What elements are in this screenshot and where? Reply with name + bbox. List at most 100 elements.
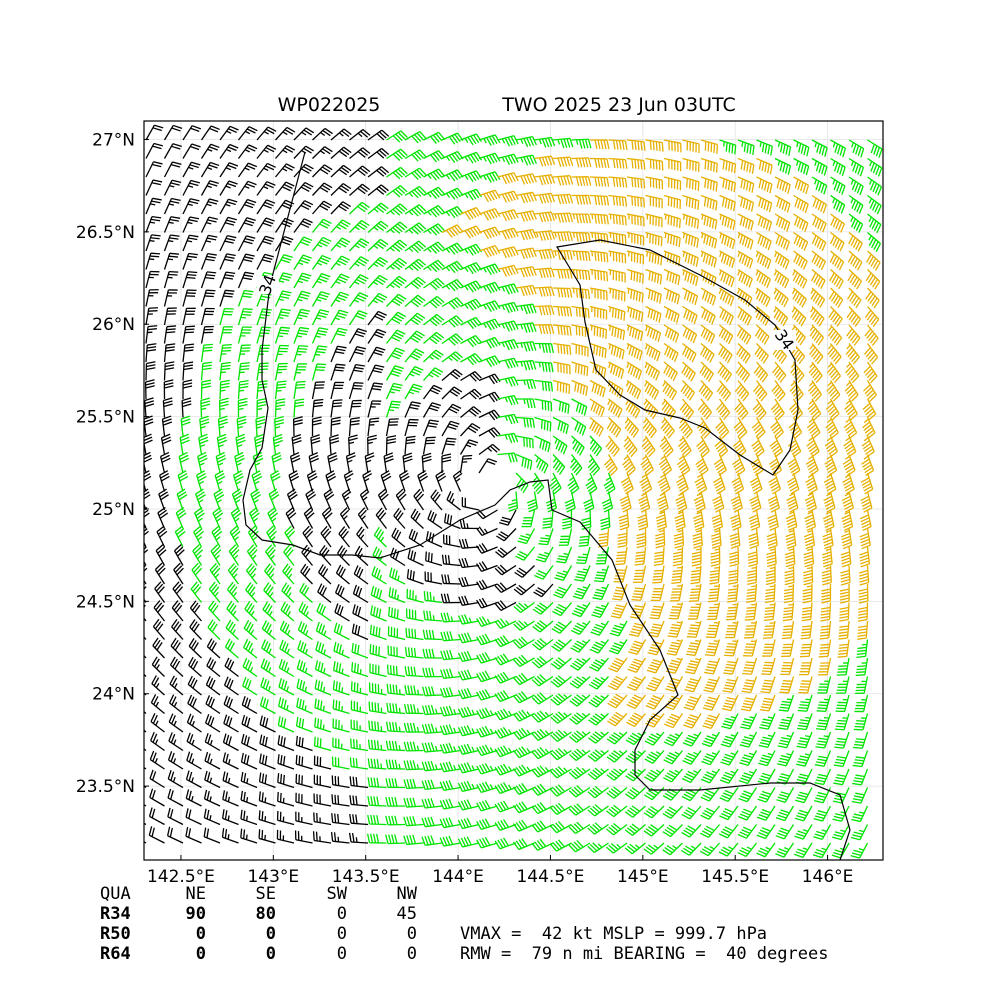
wind-barb <box>663 157 682 172</box>
wind-barb <box>719 194 736 212</box>
wind-barb <box>279 639 295 659</box>
wind-barb <box>790 361 805 383</box>
wind-barb <box>737 139 755 155</box>
wind-barb <box>569 454 583 476</box>
radii-r34-se: 80 <box>256 904 276 924</box>
wind-barb <box>704 639 721 657</box>
wind-barb <box>367 292 388 307</box>
wind-barb <box>846 287 862 309</box>
wind-barb <box>700 213 718 230</box>
wind-barb <box>515 546 536 561</box>
wind-barb <box>422 384 443 400</box>
wind-barb <box>255 415 266 437</box>
wind-barb <box>817 657 832 676</box>
wind-barb <box>700 176 718 192</box>
wind-barb <box>151 656 165 677</box>
wind-barb <box>645 287 662 304</box>
wind-barb <box>314 679 332 696</box>
radii-r34-ne: 90 <box>186 904 206 924</box>
wind-barb <box>457 688 480 700</box>
wind-barb <box>628 639 647 655</box>
wind-barb <box>404 258 426 272</box>
wind-barb <box>713 454 727 477</box>
contour-label-right: 34 <box>771 326 798 354</box>
wind-barb <box>859 509 872 532</box>
wind-barb <box>367 129 390 141</box>
wind-barb <box>388 587 406 604</box>
wind-barb <box>311 291 330 307</box>
wind-barb <box>330 183 352 196</box>
wind-barb <box>507 491 519 512</box>
wind-barb <box>658 454 673 477</box>
radii-header-ne: NE <box>186 884 206 904</box>
wind-barb <box>185 827 202 844</box>
wind-barb <box>338 526 351 548</box>
wind-barb <box>664 713 684 729</box>
wind-barb <box>756 139 773 156</box>
wind-barb <box>182 271 198 289</box>
wind-barb <box>550 711 572 724</box>
wind-barb <box>826 380 841 402</box>
wind-barb <box>237 144 258 159</box>
wind-barb <box>860 472 874 495</box>
wind-barb <box>148 826 165 844</box>
wind-barb <box>439 835 461 847</box>
wind-barb <box>163 325 177 344</box>
wind-barb <box>794 842 813 858</box>
wind-barb <box>351 662 369 678</box>
wind-barb <box>721 694 739 712</box>
wind-barb <box>286 488 298 511</box>
wind-barb <box>645 213 663 228</box>
wind-barb <box>423 331 445 345</box>
wind-barb <box>173 562 184 585</box>
wind-barb <box>589 379 606 398</box>
wind-barb <box>554 565 573 582</box>
wind-barb <box>281 582 295 603</box>
wind-barb <box>321 507 333 529</box>
wind-barb <box>352 604 369 622</box>
wind-barb <box>349 238 370 252</box>
wind-barb <box>460 316 483 330</box>
wind-barb <box>497 209 519 222</box>
wind-barb <box>700 250 717 268</box>
wind-barb <box>718 287 735 307</box>
wind-barb <box>793 157 810 176</box>
wind-barb <box>380 470 392 492</box>
wind-barb <box>812 842 832 859</box>
wind-barb <box>375 507 388 529</box>
wind-barb <box>439 798 461 810</box>
wind-barb <box>708 583 721 603</box>
wind-barb <box>241 733 258 752</box>
wind-barb <box>588 676 609 690</box>
wind-barb <box>567 472 580 495</box>
wind-barb <box>794 824 813 840</box>
wind-barb <box>274 344 289 363</box>
wind-barb <box>258 810 276 826</box>
wind-barb <box>515 322 537 333</box>
wind-barb <box>389 567 406 585</box>
wind-barb <box>824 454 838 477</box>
wind-barb <box>667 620 684 638</box>
wind-barb <box>643 398 659 420</box>
wind-barb <box>756 213 773 232</box>
wind-barb <box>274 290 292 307</box>
wind-barb <box>714 435 729 458</box>
y-tick-label: 23.5°N <box>76 777 135 797</box>
wind-barb <box>296 659 313 678</box>
wind-barb <box>608 324 626 341</box>
wind-barb <box>478 373 501 385</box>
wind-barb <box>718 824 739 839</box>
wind-barb <box>515 191 537 204</box>
wind-barb <box>478 171 501 183</box>
wind-barb <box>793 194 809 214</box>
wind-barb <box>830 213 845 233</box>
wind-barb <box>817 676 832 694</box>
wind-barb <box>665 657 684 674</box>
wind-barb <box>348 399 362 418</box>
wind-barb <box>325 470 337 492</box>
wind-barb <box>534 324 555 335</box>
wind-barb <box>718 268 735 288</box>
wind-barb <box>763 602 776 621</box>
wind-barb <box>423 168 445 181</box>
